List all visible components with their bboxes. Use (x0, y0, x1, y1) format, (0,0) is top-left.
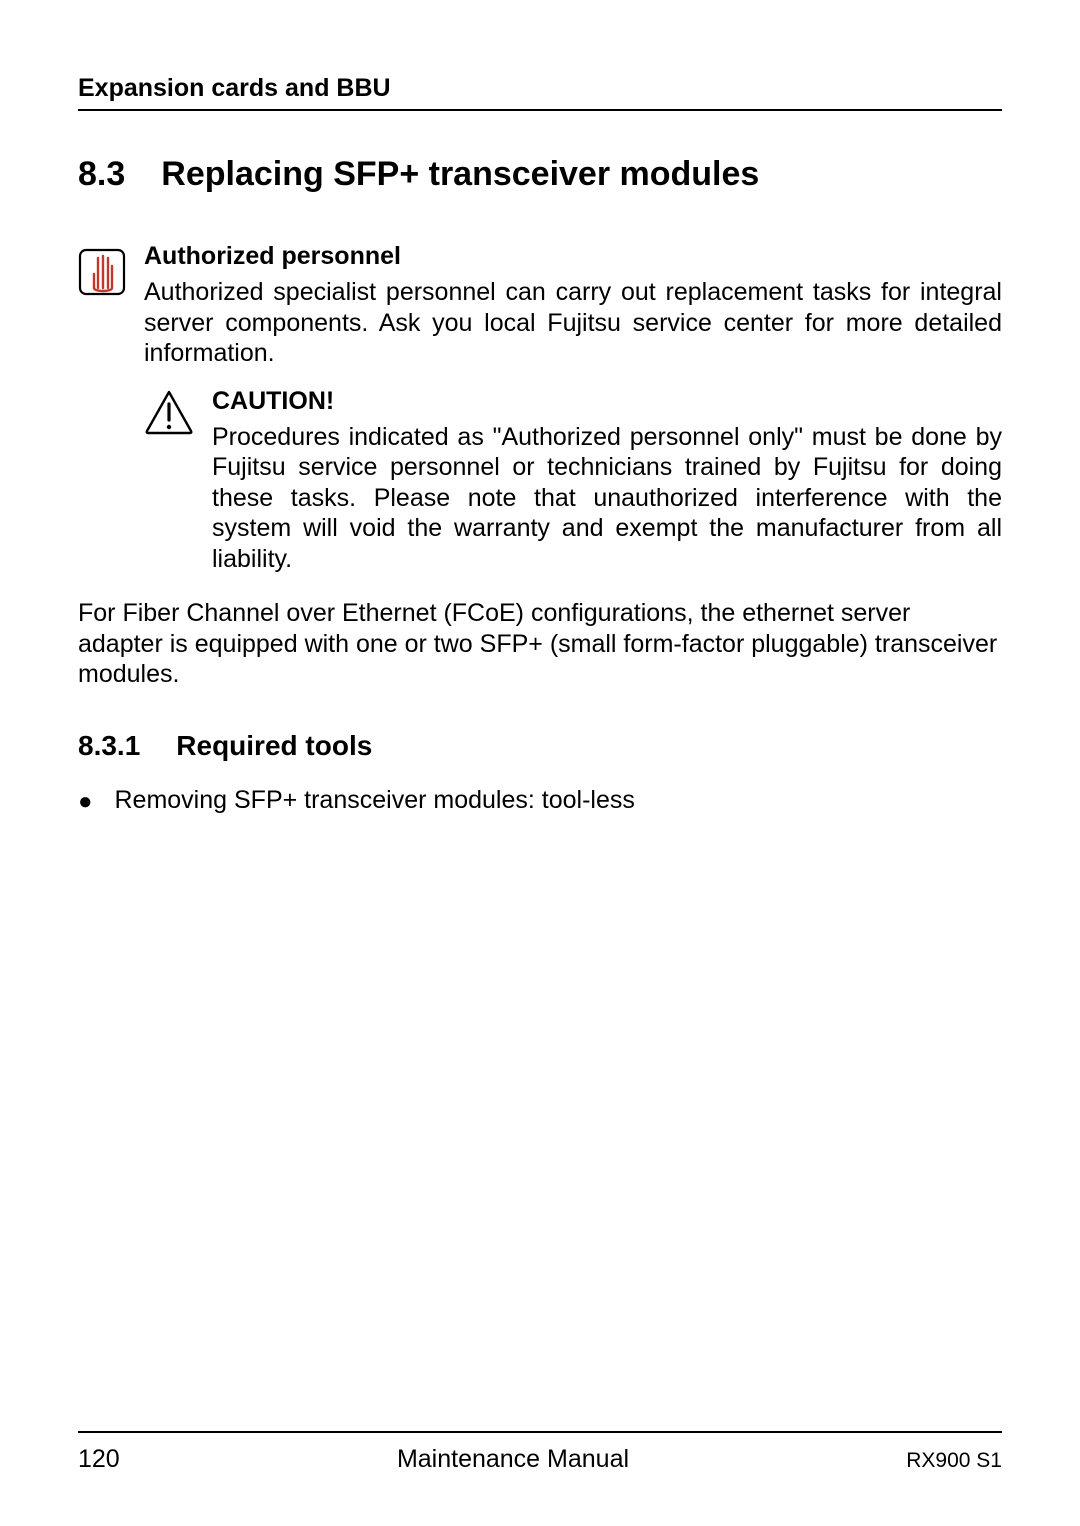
bullet-list: ● Removing SFP+ transceiver modules: too… (78, 786, 1002, 815)
authorized-title: Authorized personnel (144, 242, 1002, 271)
page-number: 120 (78, 1445, 120, 1474)
fcoe-paragraph: For Fiber Channel over Ethernet (FCoE) c… (78, 598, 1002, 690)
footer-rule (78, 1431, 1002, 1433)
caution-title: CAUTION! (212, 387, 1002, 416)
header-rule (78, 109, 1002, 111)
caution-triangle-icon (144, 389, 194, 440)
caution-text: CAUTION! Procedures indicated as "Author… (212, 387, 1002, 575)
subsection-number: 8.3.1 (78, 730, 140, 762)
footer: 120 Maintenance Manual RX900 S1 (78, 1431, 1002, 1474)
bullet-glyph-icon: ● (78, 786, 93, 814)
authorized-text: Authorized personnel Authorized speciali… (144, 242, 1002, 369)
authorized-block: Authorized personnel Authorized speciali… (78, 242, 1002, 369)
bullet-text: Removing SFP+ transceiver modules: tool-… (115, 786, 635, 815)
section-number: 8.3 (78, 155, 125, 194)
list-item: ● Removing SFP+ transceiver modules: too… (78, 786, 1002, 815)
service-personnel-icon (78, 244, 126, 301)
footer-center: Maintenance Manual (397, 1445, 629, 1474)
page: Expansion cards and BBU 8.3 Replacing SF… (0, 0, 1080, 1526)
authorized-body: Authorized specialist personnel can carr… (144, 277, 1002, 369)
subsection-heading: 8.3.1 Required tools (78, 730, 1002, 762)
footer-right: RX900 S1 (906, 1449, 1002, 1473)
section-heading: 8.3 Replacing SFP+ transceiver modules (78, 155, 1002, 194)
footer-row: 120 Maintenance Manual RX900 S1 (78, 1445, 1002, 1474)
section-title: Replacing SFP+ transceiver modules (161, 155, 759, 194)
caution-block: CAUTION! Procedures indicated as "Author… (144, 387, 1002, 575)
caution-body: Procedures indicated as "Authorized pers… (212, 422, 1002, 575)
subsection-title: Required tools (176, 730, 372, 762)
running-head: Expansion cards and BBU (78, 74, 1002, 103)
